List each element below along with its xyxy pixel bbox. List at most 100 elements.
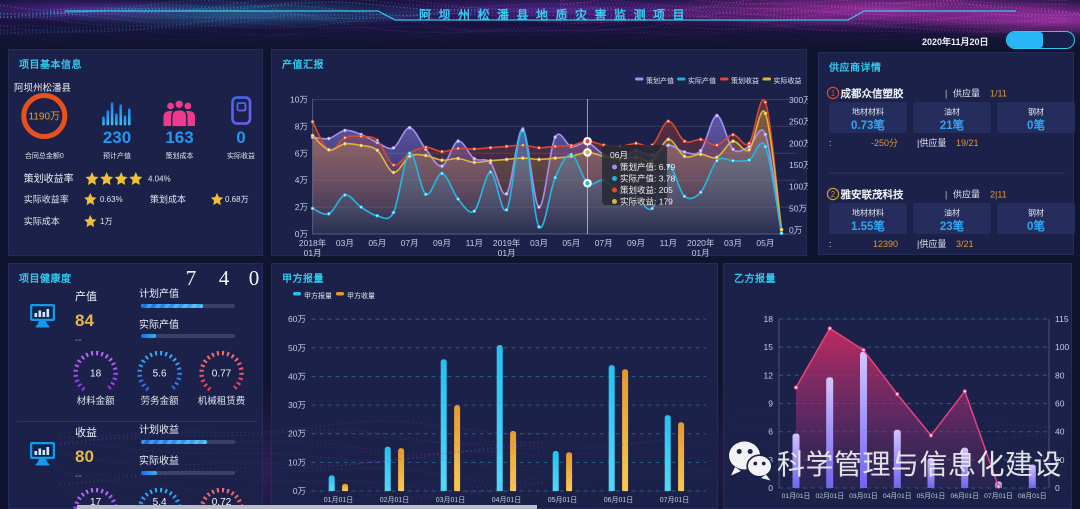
- svg-text:250万: 250万: [789, 117, 808, 127]
- svg-text:07月: 07月: [595, 238, 613, 248]
- svg-text:-250分: -250分: [871, 138, 898, 148]
- svg-text:地材材料: 地材材料: [852, 208, 884, 218]
- svg-text:收益: 收益: [75, 425, 97, 439]
- svg-text:实际收益: 179: 实际收益: 179: [620, 197, 673, 207]
- svg-text:地材材料: 地材材料: [852, 107, 884, 117]
- svg-text:0万: 0万: [293, 486, 306, 496]
- svg-text:8万: 8万: [295, 121, 308, 131]
- svg-text:实际收益率: 实际收益率: [24, 194, 69, 205]
- svg-text:|供应量: |供应量: [917, 238, 946, 249]
- svg-text:1190万: 1190万: [29, 112, 61, 123]
- svg-text:80: 80: [75, 447, 94, 466]
- svg-text:1: 1: [831, 89, 836, 98]
- svg-text:供应量: 供应量: [953, 88, 980, 99]
- svg-text:80: 80: [1055, 370, 1065, 380]
- svg-text:策划产值: 策划产值: [646, 76, 674, 85]
- svg-text:5.6: 5.6: [153, 369, 167, 380]
- svg-text:60: 60: [1055, 399, 1065, 409]
- svg-text:04月01日: 04月01日: [883, 492, 912, 500]
- svg-text:策划收益: 205: 策划收益: 205: [620, 185, 673, 195]
- svg-text:0.68万: 0.68万: [225, 195, 249, 204]
- svg-text:20万: 20万: [288, 429, 306, 439]
- svg-text:油材: 油材: [944, 208, 960, 218]
- svg-text:实际收益: 实际收益: [774, 76, 802, 85]
- svg-text:50万: 50万: [288, 343, 306, 353]
- svg-text:11月: 11月: [466, 238, 483, 248]
- svg-text:实际成本: 实际成本: [24, 216, 60, 227]
- svg-text:2019年: 2019年: [493, 238, 521, 248]
- svg-text:计划收益: 计划收益: [139, 423, 179, 436]
- svg-text:150万: 150万: [789, 160, 808, 170]
- svg-text:12390: 12390: [873, 239, 898, 249]
- svg-text:05月: 05月: [368, 238, 386, 248]
- svg-text:机械租赁费: 机械租赁费: [198, 395, 246, 407]
- svg-text:2: 2: [831, 190, 836, 199]
- svg-text:1.55笔: 1.55笔: [851, 219, 885, 233]
- svg-text:10万: 10万: [290, 95, 308, 105]
- svg-text:84: 84: [75, 311, 94, 330]
- svg-text:0.73笔: 0.73笔: [851, 118, 885, 132]
- svg-text:成都众信塑胶: 成都众信塑胶: [841, 87, 904, 100]
- svg-text:30万: 30万: [288, 400, 306, 410]
- svg-text:7: 7: [186, 266, 197, 290]
- svg-text:3: 3: [768, 455, 773, 465]
- svg-text:200万: 200万: [789, 138, 808, 148]
- svg-text:03月: 03月: [336, 238, 354, 248]
- svg-text:09月: 09月: [433, 238, 451, 248]
- svg-text:--: --: [75, 471, 82, 482]
- svg-text:产值: 产值: [75, 289, 97, 303]
- svg-text:15: 15: [764, 342, 774, 352]
- svg-text:策划成本: 策划成本: [150, 194, 186, 205]
- svg-text:100: 100: [1055, 342, 1069, 352]
- svg-text:9: 9: [768, 399, 773, 409]
- svg-text:23笔: 23笔: [940, 219, 965, 233]
- svg-text:01月: 01月: [498, 248, 516, 257]
- svg-text:计划产值: 计划产值: [139, 287, 179, 300]
- svg-text:2|11: 2|11: [990, 190, 1007, 200]
- svg-text:实际产值: 实际产值: [139, 318, 179, 331]
- svg-text:12: 12: [764, 370, 774, 380]
- svg-text:0: 0: [1055, 483, 1060, 493]
- svg-text:2018年: 2018年: [299, 238, 327, 248]
- svg-text:11月: 11月: [660, 238, 677, 248]
- svg-text:17: 17: [90, 497, 102, 508]
- svg-text:0: 0: [768, 483, 773, 493]
- svg-text:预计产值: 预计产值: [103, 151, 131, 160]
- svg-text:05月: 05月: [562, 238, 580, 248]
- svg-text:实际收益: 实际收益: [227, 151, 255, 160]
- svg-text:钢材: 钢材: [1028, 107, 1044, 117]
- svg-text:甲方收量: 甲方收量: [347, 291, 375, 300]
- svg-text:05月01日: 05月01日: [548, 496, 578, 504]
- svg-text:合同总金额0: 合同总金额0: [25, 151, 64, 160]
- svg-text:0: 0: [249, 266, 260, 290]
- svg-text:0笔: 0笔: [1027, 219, 1045, 233]
- svg-text:1万: 1万: [100, 217, 112, 226]
- svg-text:0万: 0万: [295, 229, 308, 239]
- svg-text:300万: 300万: [789, 95, 808, 105]
- svg-text:0.63%: 0.63%: [100, 195, 123, 204]
- svg-text:03月: 03月: [530, 238, 548, 248]
- svg-text:07月01日: 07月01日: [984, 492, 1013, 500]
- svg-text:0万: 0万: [789, 225, 802, 235]
- svg-text:4.04%: 4.04%: [148, 175, 171, 184]
- svg-text:50万: 50万: [789, 203, 807, 213]
- svg-text:06月01日: 06月01日: [950, 492, 979, 500]
- svg-text:2020年: 2020年: [687, 238, 715, 248]
- svg-text:60万: 60万: [288, 314, 306, 324]
- svg-text:实际收益: 实际收益: [139, 454, 179, 467]
- svg-text:10万: 10万: [288, 457, 306, 467]
- svg-text:6: 6: [768, 427, 773, 437]
- svg-text:0笔: 0笔: [1027, 118, 1045, 132]
- svg-text:03月01日: 03月01日: [436, 496, 466, 504]
- svg-text:05月01日: 05月01日: [917, 492, 946, 500]
- svg-text:4万: 4万: [295, 175, 308, 185]
- svg-text:策划收益: 策划收益: [731, 76, 759, 85]
- svg-text:6万: 6万: [295, 148, 308, 158]
- svg-text:|供应量: |供应量: [917, 137, 946, 148]
- svg-text:|: |: [945, 89, 947, 99]
- svg-text:0.72: 0.72: [212, 497, 232, 508]
- svg-text:07月: 07月: [401, 238, 419, 248]
- svg-text:油材: 油材: [944, 107, 960, 117]
- svg-text:40万: 40万: [288, 372, 306, 382]
- svg-text:115: 115: [1055, 314, 1069, 324]
